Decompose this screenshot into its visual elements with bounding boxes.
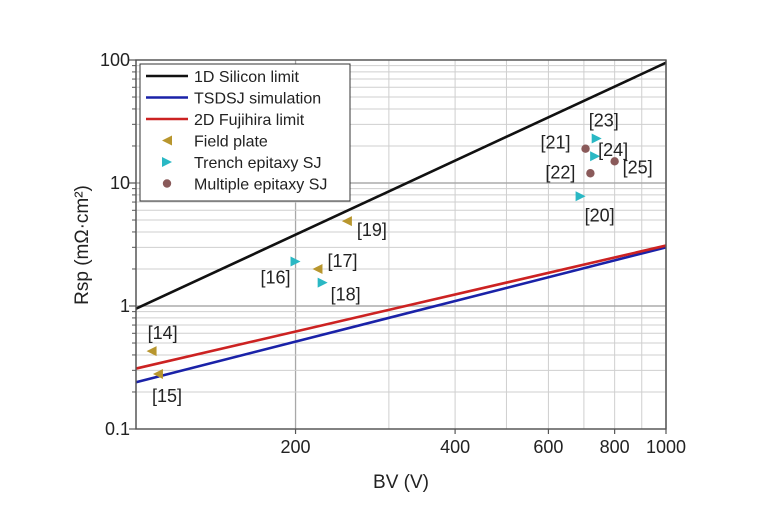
legend-entry: TSDSJ simulation: [194, 91, 321, 108]
data-point: [591, 133, 602, 144]
data-point: [146, 346, 157, 357]
x-tick-label: 800: [600, 437, 630, 457]
legend-entry: Field plate: [194, 134, 268, 151]
y-tick-label: 0.1: [105, 419, 130, 439]
point-label: [24]: [598, 140, 628, 160]
data-point: [610, 157, 619, 166]
data-point: [586, 169, 595, 178]
point-label: [20]: [585, 205, 615, 225]
legend-entry: 2D Fujihira limit: [194, 112, 305, 129]
series-line: [135, 246, 667, 384]
point-label: [25]: [623, 157, 653, 177]
plot-frame: [135, 59, 667, 430]
point-label: [16]: [261, 268, 291, 288]
point-label: [14]: [148, 323, 178, 343]
x-tick-label: 400: [440, 437, 470, 457]
y-tick-label: 1: [120, 296, 130, 316]
x-tick-label: 600: [533, 437, 563, 457]
legend-box: [139, 63, 351, 202]
data-point: [152, 368, 163, 379]
series-lines: [135, 61, 667, 384]
y-axis-label: Rsp (mΩ·cm²): [72, 185, 93, 305]
data-point: [575, 191, 586, 202]
point-label: [22]: [545, 162, 575, 182]
x-tick-label: 200: [281, 437, 311, 457]
legend: 1D Silicon limit TSDSJ simulation 2D Fujih…: [139, 63, 351, 202]
x-axis-label: BV (V): [373, 472, 429, 493]
axes: 200 400 600 800 1000 0.1 1 10 100: [100, 50, 686, 457]
point-labels: [14] [15] [17][19] [16] [18] [20] [24] [23] [21]…: [148, 111, 653, 406]
legend-marker: [162, 157, 172, 167]
point-label: [23]: [589, 111, 619, 131]
marker-points: [146, 133, 619, 379]
series-line: [135, 244, 667, 370]
data-point: [581, 144, 590, 153]
data-point: [290, 256, 301, 267]
legend-entry: Multiple epitaxy SJ: [194, 177, 327, 194]
legend-entry: Trench epitaxy SJ: [194, 155, 321, 172]
y-tick-label: 100: [100, 50, 130, 70]
y-tick-label: 10: [110, 173, 130, 193]
legend-marker: [162, 135, 172, 146]
data-point: [317, 277, 328, 288]
legend-entry: 1D Silicon limit: [194, 69, 299, 86]
point-label: [17]: [327, 251, 357, 271]
point-label: [21]: [541, 133, 571, 153]
series-line: [135, 61, 667, 310]
data-point: [590, 151, 601, 162]
point-label: [19]: [357, 220, 387, 240]
point-label: [15]: [152, 386, 182, 406]
x-tick-label: 1000: [646, 437, 686, 457]
data-point: [341, 216, 352, 227]
data-point: [312, 263, 323, 274]
legend-marker: [162, 179, 172, 188]
point-label: [18]: [331, 285, 361, 305]
